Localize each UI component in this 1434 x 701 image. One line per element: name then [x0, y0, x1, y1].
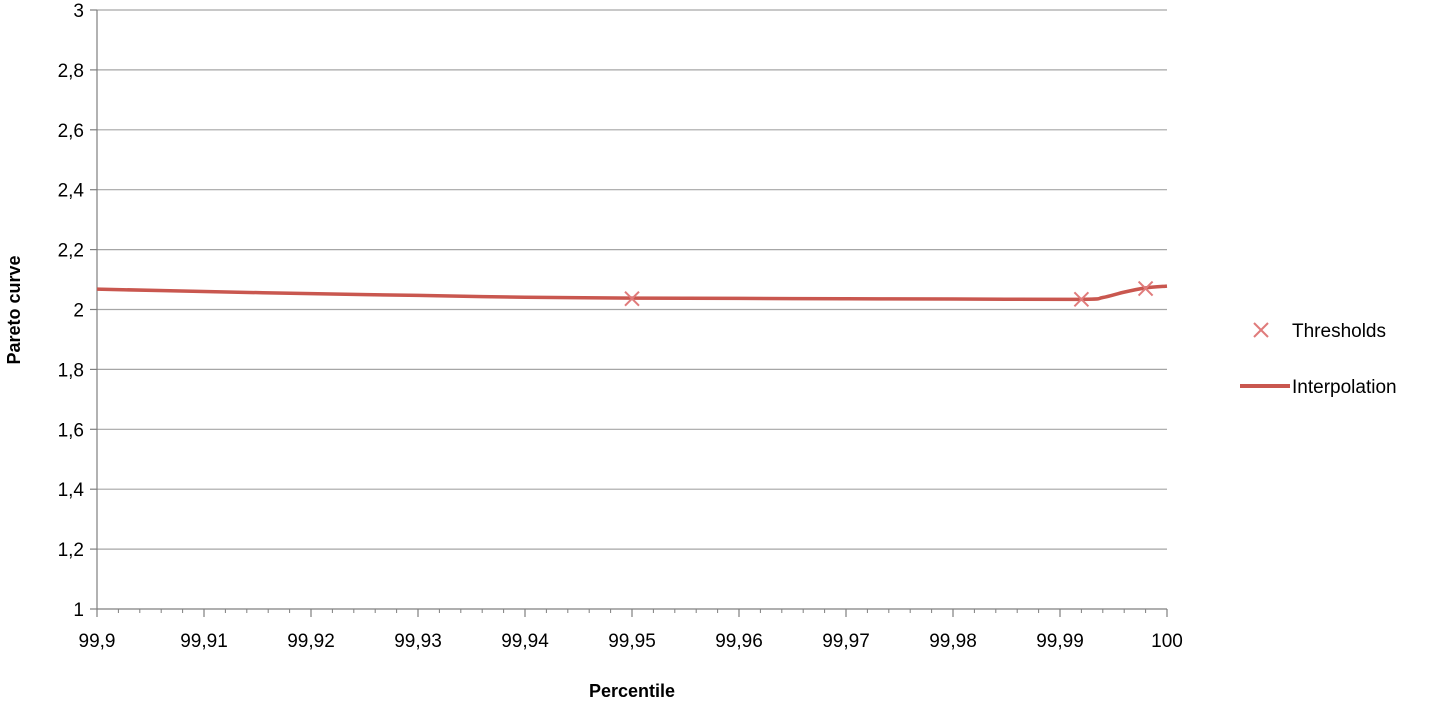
threshold-point	[1137, 280, 1154, 297]
y-tick-labels: 1 1,2 1,4 1,6 1,8 2 2,2 2,4 2,6 2,8 3	[58, 1, 85, 621]
x-axis-title: Percentile	[589, 681, 675, 701]
x-tick-label: 99,94	[501, 631, 549, 652]
x-tick-label: 99,91	[180, 631, 228, 652]
x-tick-label: 100	[1151, 631, 1183, 652]
x-tick-label: 99,95	[608, 631, 656, 652]
legend-thresholds-marker-b	[1253, 322, 1269, 338]
x-tick-labels: 99,9 99,91 99,92 99,93 99,94 99,95 99,96 99,97 9…	[79, 631, 1183, 652]
x-tick-label: 99,92	[287, 631, 335, 652]
y-tick-label: 1,4	[58, 480, 85, 501]
threshold-point	[1073, 291, 1090, 308]
x-tick-label: 99,96	[715, 631, 763, 652]
y-tick-label: 2,6	[58, 121, 84, 142]
y-tick-label: 1	[73, 600, 84, 621]
threshold-point	[624, 291, 640, 307]
threshold-marker-stroke	[1073, 291, 1090, 308]
y-tick-label: 2,2	[58, 241, 84, 262]
threshold-marker-stroke	[1137, 280, 1154, 297]
y-tick-label: 1,2	[58, 540, 84, 561]
axes	[90, 9, 1168, 617]
y-tick-label: 1,6	[58, 420, 84, 441]
y-tick-label: 2,8	[58, 61, 84, 82]
interpolation-line	[96, 284, 1168, 302]
x-tick-label: 99,99	[1036, 631, 1084, 652]
plot-series	[96, 280, 1168, 308]
y-axis-title: Pareto curve	[4, 255, 24, 364]
legend-interpolation-label: Interpolation	[1292, 377, 1397, 398]
x-tick-label: 99,9	[79, 631, 116, 652]
y-tick-label: 1,8	[58, 360, 84, 381]
legend-item-thresholds: Thresholds	[1253, 321, 1386, 342]
x-tick-label: 99,97	[822, 631, 870, 652]
gridlines	[97, 9, 1167, 550]
legend: Thresholds Interpolation	[1240, 321, 1397, 398]
y-tick-label: 3	[73, 1, 84, 22]
x-tick-label: 99,98	[929, 631, 977, 652]
threshold-marker-stroke	[624, 291, 640, 307]
x-tick-label: 99,93	[394, 631, 442, 652]
legend-item-interpolation: Interpolation	[1240, 377, 1397, 398]
y-tick-label: 2,4	[58, 181, 85, 202]
legend-thresholds-label: Thresholds	[1292, 321, 1386, 342]
y-tick-label: 2	[73, 301, 84, 322]
